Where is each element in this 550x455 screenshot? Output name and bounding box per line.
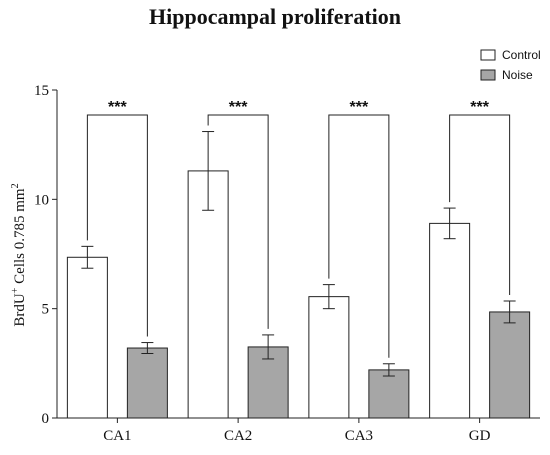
bar-control (66, 256, 108, 419)
legend-swatch-control (480, 49, 496, 61)
y-tick-label: 0 (42, 411, 50, 427)
significance-bracket (449, 114, 511, 296)
significance-label: *** (350, 99, 369, 116)
legend-swatch-noise (480, 69, 496, 81)
legend-label-noise: Noise (502, 68, 533, 82)
significance-bracket (328, 114, 390, 358)
x-tick-label: GD (469, 428, 491, 444)
y-tick-label: 5 (42, 302, 50, 318)
y-axis-label-sup2: 2 (10, 183, 21, 188)
y-axis-label-sup: + (10, 287, 21, 293)
y-tick-label: 10 (34, 192, 49, 208)
y-axis-label-base: BrdU (12, 293, 28, 327)
bar-noise (126, 347, 168, 419)
significance-bracket (86, 114, 148, 337)
chart-title: Hippocampal proliferation (149, 4, 401, 29)
significance-bracket (207, 114, 269, 329)
x-tick-label: CA3 (345, 428, 373, 444)
bar-control (308, 296, 350, 419)
y-tick-label: 15 (34, 83, 49, 99)
x-tick-label: CA2 (224, 428, 252, 444)
significance-label: *** (108, 99, 127, 116)
significance-label: *** (229, 99, 248, 116)
significance-brackets: *** *** *** *** (86, 99, 511, 358)
x-tick-label: CA1 (103, 428, 131, 444)
bars (66, 131, 531, 419)
bar-noise (368, 369, 410, 419)
y-axis-label-mid: Cells 0.785 mm (12, 188, 28, 288)
significance-label: *** (470, 99, 489, 116)
legend: Control Noise (480, 48, 541, 82)
bar-noise (489, 311, 531, 419)
y-axis-label: BrdU+ Cells 0.785 mm2 (10, 183, 28, 326)
bar-control (429, 222, 471, 419)
legend-label-control: Control (502, 48, 541, 62)
